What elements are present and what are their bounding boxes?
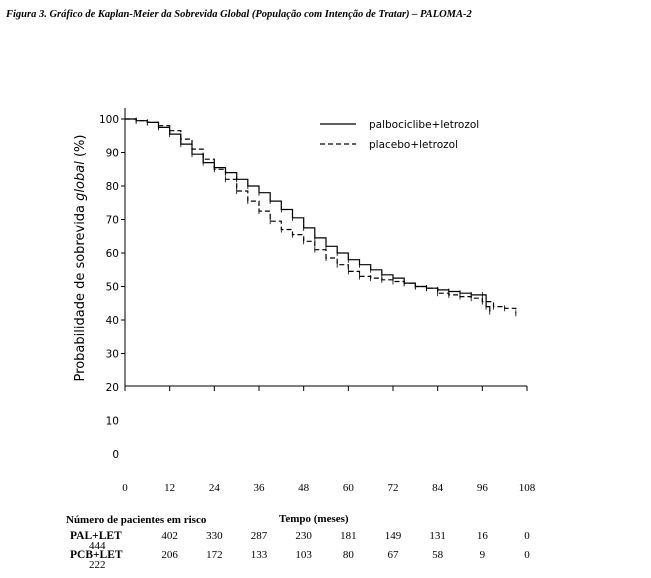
x-tick-label: 72 — [388, 482, 399, 494]
risk-cell: 206 — [161, 549, 178, 561]
x-tick-label: 0 — [122, 482, 128, 494]
legend-label: placebo+letrozol — [369, 139, 458, 151]
risk-cell: 131 — [429, 530, 446, 542]
chart-legend: palbociclibe+letrozol placebo+letrozol — [320, 119, 479, 151]
risk-cell: 67 — [387, 549, 399, 561]
legend-label: palbociclibe+letrozol — [369, 119, 479, 131]
risk-cell: 149 — [384, 530, 402, 542]
x-tick-label: 60 — [343, 482, 355, 494]
risk-row-label: PCB+LET — [70, 549, 123, 561]
y-tick-label: 30 — [106, 349, 119, 361]
y-tick-label: 40 — [106, 315, 119, 327]
risk-cell: 330 — [206, 530, 223, 542]
risk-cell: 80 — [342, 549, 354, 561]
y-tick-label: 80 — [106, 181, 119, 193]
risk-cell: 172 — [206, 549, 223, 561]
risk-table-title: Número de pacientes em risco — [66, 514, 207, 526]
risk-cell: 9 — [479, 549, 486, 561]
risk-row-label: PAL+LET — [70, 530, 122, 542]
x-tick-label: 108 — [519, 482, 536, 494]
risk-cell: 103 — [295, 549, 312, 561]
risk-row-baseline: 222 — [89, 559, 106, 571]
y-axis-label-prefix: Probabilidade de sobrevida — [73, 201, 88, 382]
x-tick-label: 36 — [254, 482, 266, 494]
x-tick-label: 24 — [209, 482, 221, 494]
y-tick-label: 20 — [106, 382, 119, 394]
risk-cell: 0 — [524, 549, 530, 561]
risk-cell: 0 — [524, 530, 530, 542]
y-tick-label: 10 — [106, 416, 119, 428]
x-tick-label: 48 — [298, 482, 310, 494]
x-tick-label: 84 — [432, 482, 444, 494]
chart-curves — [125, 117, 517, 317]
y-tick-label: 60 — [106, 248, 119, 260]
x-tick-label: 12 — [164, 482, 175, 494]
y-tick-label: 70 — [106, 215, 119, 227]
risk-cell: 287 — [250, 530, 268, 542]
series-line-placebo — [125, 118, 517, 314]
risk-cell: 16 — [476, 530, 488, 542]
risk-cell: 402 — [161, 530, 178, 542]
y-axis-label-suffix: (%) — [73, 135, 88, 162]
risk-cell: 230 — [295, 530, 312, 542]
risk-cell: 181 — [340, 530, 357, 542]
y-tick-label: 90 — [106, 148, 119, 160]
x-axis-label: Tempo (meses) — [279, 513, 349, 525]
figure-title: Figura 3. Gráfico de Kaplan-Meier da Sob… — [6, 9, 472, 20]
y-axis-label: Probabilidade de sobrevida global (%) — [73, 135, 88, 382]
risk-cell: 58 — [432, 549, 444, 561]
y-tick-label: 100 — [99, 114, 119, 126]
x-tick-label: 96 — [477, 482, 489, 494]
risk-cell: 133 — [250, 549, 268, 561]
y-axis-label-italic: global — [73, 161, 88, 201]
risk-row-baseline: 444 — [89, 540, 106, 552]
y-tick-label: 0 — [112, 449, 119, 461]
y-tick-label: 50 — [106, 282, 119, 294]
